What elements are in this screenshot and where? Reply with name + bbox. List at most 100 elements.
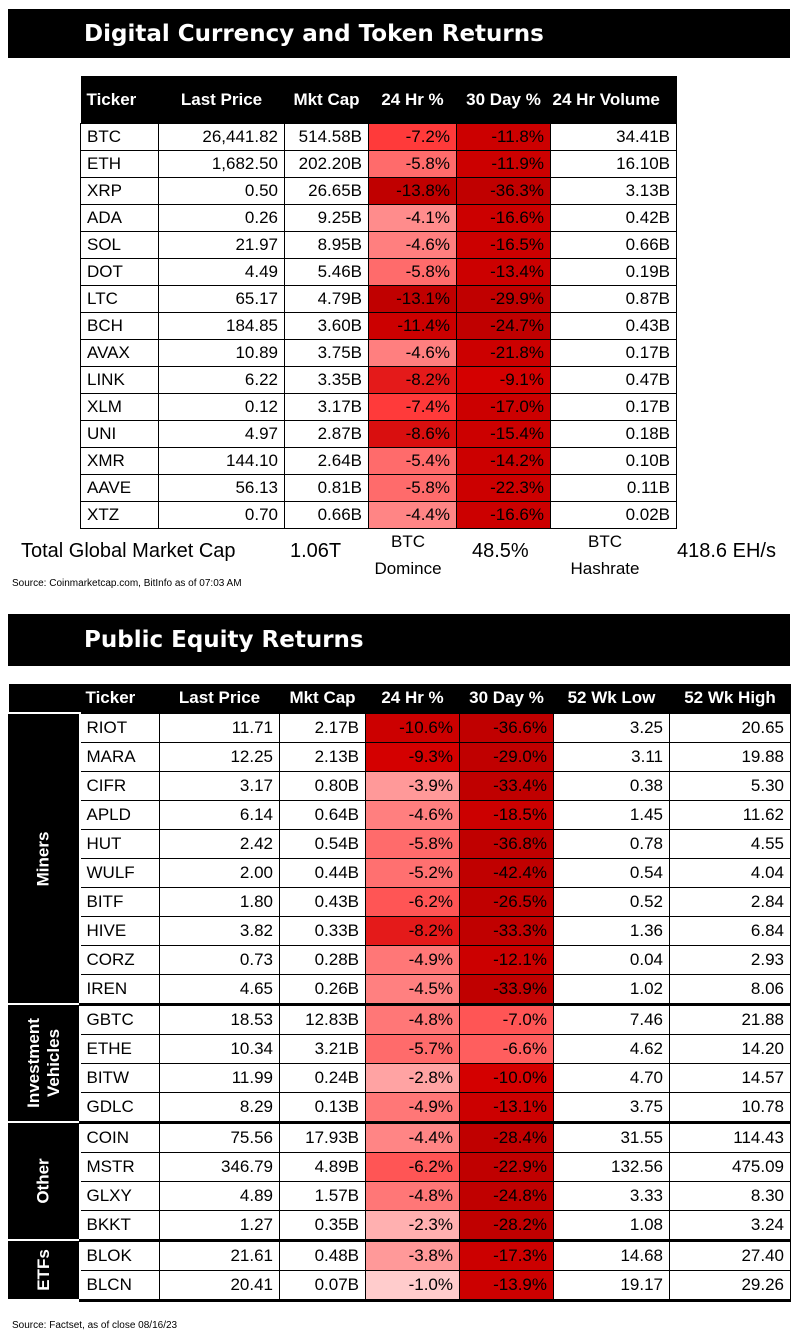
- mkt-cap-cell: 2.17B: [279, 712, 366, 743]
- ticker-cell: BCH: [80, 312, 159, 340]
- ticker-cell: CIFR: [79, 770, 160, 801]
- mkt-cap-cell: 0.43B: [279, 886, 366, 917]
- last-price-cell: 4.89: [159, 1180, 280, 1211]
- group-label: Miners: [8, 712, 81, 1005]
- mkt-cap-cell: 0.54B: [279, 828, 366, 859]
- table-row: XLM 0.12 3.17B -7.4% -17.0% 0.17B: [80, 393, 677, 421]
- ticker-cell: BITW: [79, 1062, 160, 1093]
- pct-24hr-cell: -4.5%: [365, 973, 460, 1006]
- wk52-low-cell: 0.52: [553, 886, 670, 917]
- wk52-low-cell: 0.04: [553, 944, 670, 975]
- pct-30day-cell: -13.4%: [456, 258, 551, 286]
- mkt-cap-cell: 1.57B: [279, 1180, 366, 1211]
- ticker-cell: BLOK: [79, 1239, 160, 1271]
- total-market-cap-value: 1.06T: [290, 540, 342, 562]
- volume-24hr-cell: 0.19B: [550, 258, 677, 286]
- col-header-24hr-pct: 24 Hr %: [368, 76, 457, 124]
- volume-24hr-cell: 34.41B: [550, 123, 677, 151]
- last-price-cell: 65.17: [158, 285, 285, 313]
- wk52-high-cell: 6.84: [669, 915, 791, 946]
- volume-24hr-cell: 0.10B: [550, 447, 677, 475]
- pct-24hr-cell: -6.2%: [365, 1151, 460, 1182]
- ticker-cell: BLCN: [79, 1269, 160, 1302]
- wk52-high-cell: 19.88: [669, 741, 791, 772]
- col-header-30day-pct: 30 Day %: [459, 684, 554, 713]
- table-row: HUT 2.42 0.54B -5.8% -36.8% 0.78 4.55: [9, 828, 791, 859]
- wk52-low-cell: 1.36: [553, 915, 670, 946]
- mkt-cap-cell: 0.33B: [279, 915, 366, 946]
- last-price-cell: 346.79: [159, 1151, 280, 1182]
- col-header-ticker: Ticker: [79, 684, 160, 713]
- pct-30day-cell: -15.4%: [456, 420, 551, 448]
- pct-30day-cell: -36.3%: [456, 177, 551, 205]
- col-header-30day-pct: 30 Day %: [456, 76, 551, 124]
- col-header-52wk-low: 52 Wk Low: [553, 684, 670, 713]
- last-price-cell: 6.14: [159, 799, 280, 830]
- group-label-line: Other: [33, 1158, 53, 1204]
- mkt-cap-cell: 2.87B: [284, 420, 369, 448]
- group-label-text: ETFs: [34, 1249, 54, 1291]
- ticker-cell: GBTC: [79, 1003, 160, 1035]
- col-header-mkt-cap: Mkt Cap: [284, 76, 369, 124]
- last-price-cell: 10.89: [158, 339, 285, 367]
- pct-24hr-cell: -4.9%: [365, 1091, 460, 1124]
- last-price-cell: 11.99: [159, 1062, 280, 1093]
- table-row: MSTR 346.79 4.89B -6.2% -22.9% 132.56 475.09: [9, 1151, 791, 1182]
- table-row: IREN 4.65 0.26B -4.5% -33.9% 1.02 8.06: [9, 973, 791, 1006]
- table-row: UNI 4.97 2.87B -8.6% -15.4% 0.18B: [80, 420, 677, 448]
- last-price-cell: 75.56: [159, 1121, 280, 1153]
- mkt-cap-cell: 0.81B: [284, 474, 369, 502]
- wk52-high-cell: 27.40: [669, 1239, 791, 1271]
- table-row: GDLC 8.29 0.13B -4.9% -13.1% 3.75 10.78: [9, 1091, 791, 1124]
- ticker-cell: AVAX: [80, 339, 159, 367]
- ticker-cell: UNI: [80, 420, 159, 448]
- mkt-cap-cell: 2.64B: [284, 447, 369, 475]
- table-row: XTZ 0.70 0.66B -4.4% -16.6% 0.02B: [80, 501, 677, 529]
- wk52-high-cell: 4.04: [669, 857, 791, 888]
- pct-30day-cell: -12.1%: [459, 944, 554, 975]
- table-row: WULF 2.00 0.44B -5.2% -42.4% 0.54 4.04: [9, 857, 791, 888]
- table-row: BCH 184.85 3.60B -11.4% -24.7% 0.43B: [80, 312, 677, 340]
- mkt-cap-cell: 0.24B: [279, 1062, 366, 1093]
- wk52-high-cell: 14.20: [669, 1033, 791, 1064]
- last-price-cell: 3.82: [159, 915, 280, 946]
- wk52-low-cell: 31.55: [553, 1121, 670, 1153]
- last-price-cell: 6.22: [158, 366, 285, 394]
- ticker-cell: MSTR: [79, 1151, 160, 1182]
- mkt-cap-cell: 0.80B: [279, 770, 366, 801]
- last-price-cell: 3.17: [159, 770, 280, 801]
- wk52-high-cell: 4.55: [669, 828, 791, 859]
- table-row: AAVE 56.13 0.81B -5.8% -22.3% 0.11B: [80, 474, 677, 502]
- pct-30day-cell: -13.9%: [459, 1269, 554, 1302]
- ticker-cell: APLD: [79, 799, 160, 830]
- ticker-cell: CORZ: [79, 944, 160, 975]
- last-price-cell: 4.49: [158, 258, 285, 286]
- btc-dominance-label: BTC Domince: [368, 528, 448, 582]
- pct-30day-cell: -17.3%: [459, 1239, 554, 1271]
- group-label-line: Miners: [33, 831, 53, 886]
- pct-30day-cell: -26.5%: [459, 886, 554, 917]
- group-label-text: Miners: [34, 831, 54, 886]
- equity-source-note: Source: Factset, as of close 08/16/23: [12, 1320, 178, 1331]
- col-header-24hr-pct: 24 Hr %: [365, 684, 460, 713]
- mkt-cap-cell: 8.95B: [284, 231, 369, 259]
- pct-30day-cell: -16.6%: [456, 204, 551, 232]
- volume-24hr-cell: 0.11B: [550, 474, 677, 502]
- table-row: CORZ 0.73 0.28B -4.9% -12.1% 0.04 2.93: [9, 944, 791, 975]
- mkt-cap-cell: 0.28B: [279, 944, 366, 975]
- last-price-cell: 0.73: [159, 944, 280, 975]
- mkt-cap-cell: 0.26B: [279, 973, 366, 1006]
- pct-24hr-cell: -4.6%: [365, 799, 460, 830]
- pct-24hr-cell: -5.8%: [365, 828, 460, 859]
- ticker-cell: ETH: [80, 150, 159, 178]
- volume-24hr-cell: 0.02B: [550, 501, 677, 529]
- pct-30day-cell: -33.9%: [459, 973, 554, 1006]
- table-row: APLD 6.14 0.64B -4.6% -18.5% 1.45 11.62: [9, 799, 791, 830]
- volume-24hr-cell: 0.18B: [550, 420, 677, 448]
- table-row: XRP 0.50 26.65B -13.8% -36.3% 3.13B: [80, 177, 677, 205]
- last-price-cell: 11.71: [159, 712, 280, 743]
- pct-30day-cell: -13.1%: [459, 1091, 554, 1124]
- wk52-high-cell: 20.65: [669, 712, 791, 743]
- ticker-cell: RIOT: [79, 712, 160, 743]
- table-row: LTC 65.17 4.79B -13.1% -29.9% 0.87B: [80, 285, 677, 313]
